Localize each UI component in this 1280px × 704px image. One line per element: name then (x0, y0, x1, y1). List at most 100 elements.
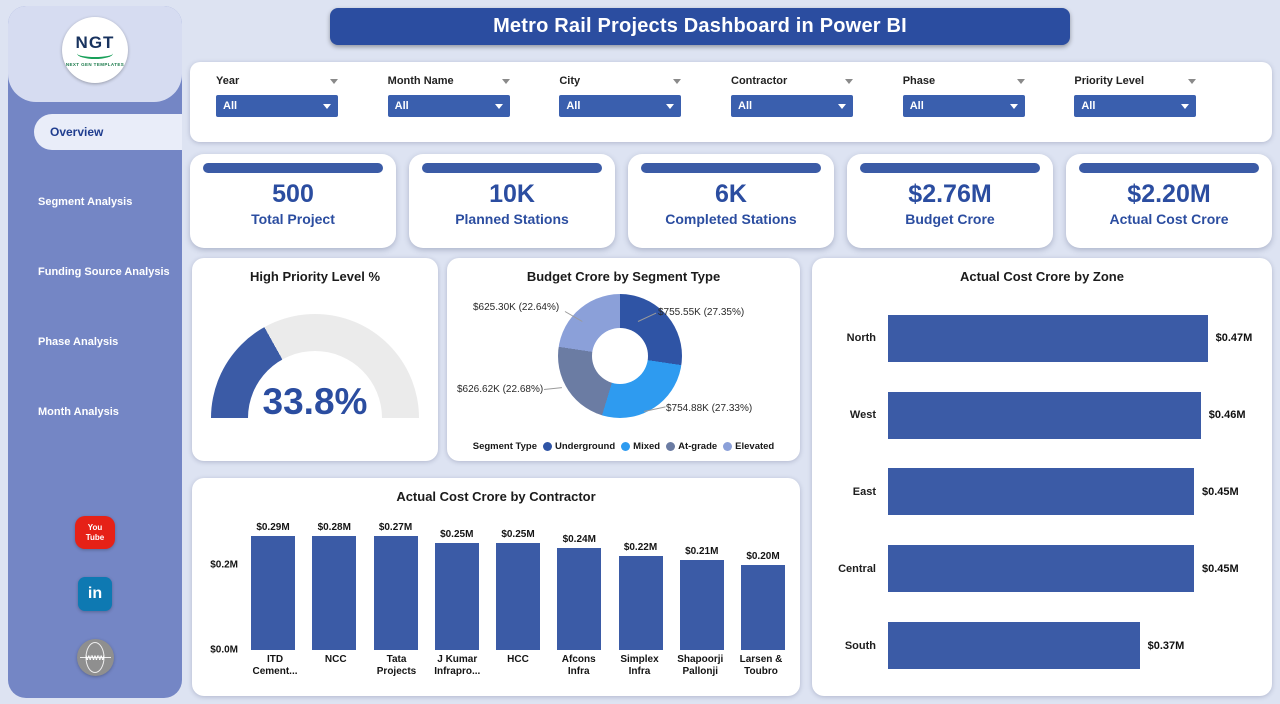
donut-chart[interactable] (558, 294, 682, 418)
sidebar-item-overview[interactable]: Overview (34, 114, 182, 150)
bar[interactable] (888, 314, 1208, 362)
bar[interactable] (888, 622, 1140, 670)
filter-city: City All (559, 75, 731, 142)
filter-dropdown-year[interactable]: All (216, 95, 338, 117)
x-axis-label: NCC (324, 654, 347, 665)
kpi-label: Total Project (251, 211, 335, 227)
bar[interactable] (679, 560, 724, 650)
bar-value-label: $0.21M (685, 546, 719, 558)
bar[interactable] (741, 564, 785, 650)
bar[interactable] (373, 536, 418, 650)
bar[interactable] (888, 468, 1194, 516)
zone-bar-area: $0.45M (888, 545, 1262, 593)
filter-label: Contractor (731, 75, 788, 87)
bar-value-label: $0.29M (256, 522, 290, 533)
chevron-down-icon (494, 103, 503, 109)
legend-item-mixed[interactable]: Mixed (621, 441, 660, 452)
bar[interactable] (312, 536, 357, 650)
sidebar-item-phase-analysis[interactable]: Phase Analysis (38, 336, 119, 348)
bar-value-label: $0.25M (501, 529, 535, 541)
chevron-down-icon[interactable] (330, 78, 338, 84)
filter-dropdown-phase[interactable]: All (902, 95, 1025, 117)
social-links: You Tube in www (8, 516, 182, 676)
bar-value-label: $0.27M (378, 522, 413, 533)
kpi-value: $2.76M (908, 180, 992, 208)
bar-value-label: $0.45M (1202, 485, 1239, 498)
chevron-down-icon[interactable] (673, 78, 682, 84)
filter-dropdown-priority-level[interactable]: All (1074, 95, 1197, 117)
logo-swoosh-icon (77, 48, 113, 59)
zone-category-label: West (849, 409, 876, 422)
dashboard-title-text: Metro Rail Projects Dashboard in Power B… (493, 15, 907, 37)
slice-label-at-grade: $626.62K (22.68%) (457, 384, 544, 395)
filter-selected-value: All (738, 100, 753, 112)
kpi-label: Completed Stations (665, 211, 797, 227)
zone-row-central: Central $0.45M (828, 545, 1262, 593)
chevron-down-icon[interactable] (1188, 78, 1197, 84)
legend-dot (666, 442, 676, 451)
zone-category-label: North (846, 332, 876, 345)
zone-chart-title: Actual Cost Crore by Zone (960, 269, 1124, 284)
bar[interactable] (251, 536, 295, 650)
zone-category-label: South (844, 639, 876, 652)
website-icon[interactable]: www (76, 639, 114, 676)
x-axis-label: J Kumar Infrapro... (434, 654, 481, 677)
kpi-value: 10K (489, 180, 535, 208)
callout-line (543, 387, 562, 390)
chevron-down-icon[interactable] (845, 78, 854, 84)
linkedin-icon[interactable]: in (78, 577, 112, 611)
dashboard-title: Metro Rail Projects Dashboard in Power B… (330, 8, 1070, 45)
contractor-chart-card: Actual Cost Crore by Contractor $0.0M $0.… (192, 478, 800, 696)
bar-value-label: $0.37M (1147, 639, 1185, 652)
bar-value-label: $0.45M (1202, 562, 1239, 575)
bar[interactable] (888, 545, 1194, 593)
y-axis-tick: $0.0M (210, 644, 238, 656)
bar-group-shapoorji-pallonji: $0.21M (677, 522, 727, 650)
kpi-value: 6K (715, 180, 747, 208)
kpi-card-completed-stations: 6K Completed Stations (628, 154, 834, 248)
donut-chart-card: Budget Crore by Segment Type $625.30K (2… (447, 258, 800, 461)
contractor-plot: $0.29M $0.28M $0.27M $0.25M $0.25M $0.24M $0.2… (248, 522, 788, 650)
sidebar: NGT NEXT GEN TEMPLATES Overview Segment A… (8, 6, 182, 698)
bar-value-label: $0.20M (746, 550, 780, 562)
bar[interactable] (618, 556, 663, 650)
bar-value-label: $0.46M (1208, 409, 1246, 422)
sidebar-item-month-analysis[interactable]: Month Analysis (38, 406, 119, 418)
kpi-accent-bar (641, 163, 821, 173)
donut-legend: Segment Type Underground Mixed At-grade Elev… (447, 441, 800, 452)
filter-dropdown-contractor[interactable]: All (731, 95, 854, 117)
zone-category-label: East (852, 485, 876, 498)
x-axis-label: Shapoorji Pallonji (677, 654, 724, 677)
filter-label: Year (216, 75, 240, 87)
youtube-icon[interactable]: You Tube (75, 516, 115, 549)
filter-dropdown-city[interactable]: All (559, 95, 682, 117)
chevron-down-icon[interactable] (501, 78, 510, 84)
zone-bar-area: $0.37M (888, 622, 1262, 670)
bar[interactable] (888, 391, 1201, 439)
legend-item-elevated[interactable]: Elevated (723, 441, 774, 452)
filter-header: Phase (903, 75, 1025, 87)
gauge-card: High Priority Level % 33.8% (192, 258, 438, 461)
bar[interactable] (557, 547, 602, 650)
zone-bar-area: $0.46M (888, 391, 1262, 439)
kpi-label: Planned Stations (455, 211, 569, 227)
bar-value-label: $0.28M (317, 522, 351, 533)
y-axis-tick: $0.2M (210, 559, 238, 571)
zone-row-east: East $0.45M (828, 468, 1262, 516)
legend-item-at-grade[interactable]: At-grade (666, 441, 717, 452)
legend-label: Underground (554, 441, 616, 452)
sidebar-item-funding-source-analysis[interactable]: Funding Source Analysis (38, 266, 170, 278)
kpi-card-actual-cost-crore: $2.20M Actual Cost Crore (1066, 154, 1272, 248)
sidebar-item-segment-analysis[interactable]: Segment Analysis (38, 196, 133, 208)
legend-item-underground[interactable]: Underground (542, 441, 616, 452)
bar[interactable] (434, 543, 479, 650)
filter-dropdown-month-name[interactable]: All (387, 95, 510, 117)
zone-row-north: North $0.47M (828, 314, 1262, 362)
bar[interactable] (496, 543, 540, 650)
zone-bar-area: $0.47M (888, 314, 1262, 362)
chevron-down-icon[interactable] (1016, 78, 1025, 84)
filter-selected-value: All (909, 100, 924, 112)
contractor-yticks: $0.0M $0.2M (200, 522, 242, 655)
gauge-value: 33.8% (262, 381, 368, 422)
